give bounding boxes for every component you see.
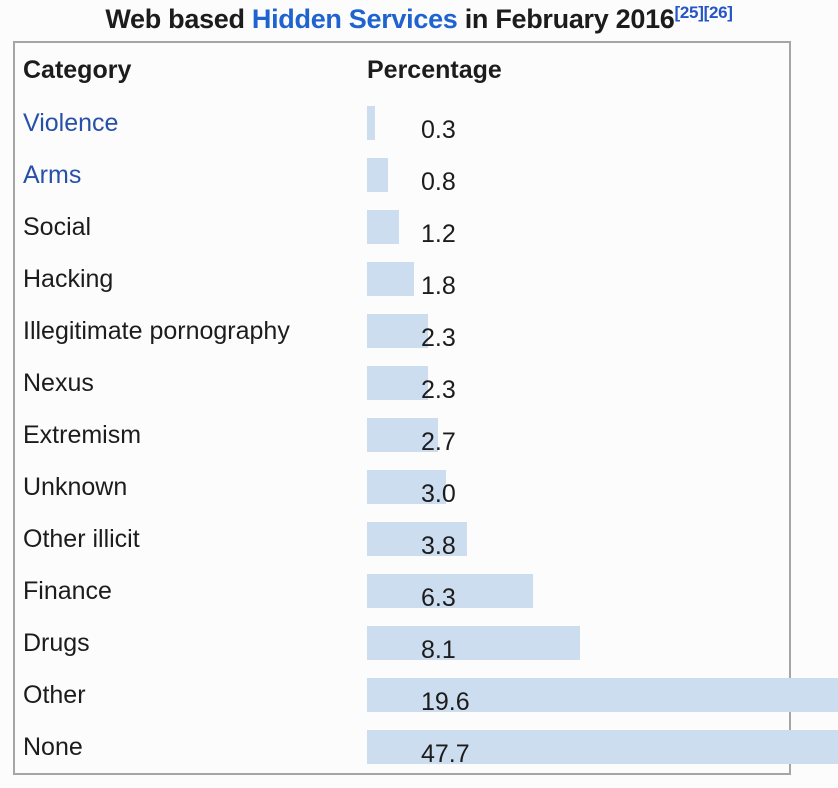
table-header-row: Category Percentage [15,43,789,97]
percentage-value: 3.0 [421,480,456,508]
table-row: Hacking 1.8 [15,253,789,305]
category-cell: Social [15,201,91,253]
ref-26-link[interactable]: [26] [703,3,733,22]
category-label: Unknown [23,473,128,501]
reference-links: [25][26] [675,3,733,22]
category-link[interactable]: Arms [23,161,82,189]
percentage-bar [367,418,438,452]
percentage-value: 19.6 [421,688,470,716]
category-label: Illegitimate pornography [23,317,290,345]
ref-25-link[interactable]: [25] [674,3,704,22]
percentage-bar [367,210,399,244]
chart-title: Web based Hidden Services in February 20… [0,0,838,41]
category-cell: Nexus [15,357,94,409]
percentage-bar [367,262,415,296]
percentage-bar [367,730,838,764]
title-prefix: Web based [105,4,252,34]
percentage-bar [367,522,467,556]
percentage-header: Percentage [367,56,502,84]
percentage-value: 2.7 [421,428,456,456]
table-row: Nexus 2.3 [15,357,789,409]
category-label: Hacking [23,265,114,293]
category-cell: Unknown [15,461,127,513]
percentage-bar [367,626,580,660]
percentage-bar [367,106,375,140]
hidden-services-link[interactable]: Hidden Services [251,4,458,34]
table-row: Drugs 8.1 [15,617,789,669]
percentage-value: 2.3 [421,324,456,352]
percentage-value: 47.7 [421,740,470,768]
percentage-bar [367,678,838,712]
table-row: Other 19.6 [15,669,838,721]
category-link[interactable]: Violence [23,109,119,137]
percentage-value: 3.8 [421,532,456,560]
percentage-value: 0.8 [421,168,456,196]
percentage-value: 2.3 [421,376,456,404]
percentage-bar [367,366,428,400]
hidden-services-table: Category Percentage Violence 0.3 Arms 0.… [13,41,838,775]
category-cell: Hacking [15,253,113,305]
table-row: None 47.7 [15,721,838,773]
table-body: Violence 0.3 Arms 0.8 Social 1.2 Hacking… [15,97,838,773]
category-cell: Other [15,669,86,721]
percentage-value: 1.2 [421,220,456,248]
table-row: Arms 0.8 [15,149,789,201]
category-label: Extremism [23,421,142,449]
category-cell: None [15,721,83,773]
category-header: Category [23,56,132,84]
category-label: Drugs [23,629,90,657]
category-cell: Finance [15,565,112,617]
table-row: Finance 6.3 [15,565,789,617]
category-cell: Illegitimate pornography [15,305,290,357]
percentage-bar [367,314,428,348]
category-label: None [23,733,83,761]
percentage-bar [367,574,533,608]
category-label: Other [23,681,86,709]
table-row: Other illicit 3.8 [15,513,789,565]
percentage-value: 0.3 [421,116,456,144]
title-suffix: in February 2016 [457,4,675,34]
percentage-bar [367,470,446,504]
category-cell: Violence [15,97,118,149]
category-cell: Arms [15,149,81,201]
table-row: Illegitimate pornography 2.3 [15,305,789,357]
percentage-bar [367,158,388,192]
percentage-value: 6.3 [421,584,456,612]
table-row: Unknown 3.0 [15,461,789,513]
category-label: Finance [23,577,112,605]
category-label: Other illicit [23,525,140,553]
table-row: Violence 0.3 [15,97,789,149]
percentage-value: 1.8 [421,272,456,300]
table-row: Social 1.2 [15,201,789,253]
category-cell: Other illicit [15,513,140,565]
category-label: Social [23,213,92,241]
percentage-value: 8.1 [421,636,456,664]
category-cell: Extremism [15,409,141,461]
table-row: Extremism 2.7 [15,409,789,461]
category-label: Nexus [23,369,94,397]
category-cell: Drugs [15,617,90,669]
